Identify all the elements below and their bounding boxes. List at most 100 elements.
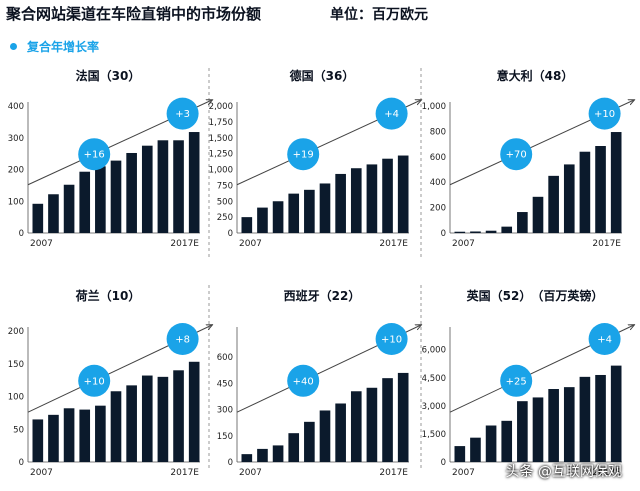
bar <box>272 445 284 462</box>
bar <box>366 164 378 233</box>
chart-title: 法国（30） <box>76 68 141 83</box>
growth-bubble <box>588 97 621 130</box>
y-tick-label: 300 <box>217 406 233 416</box>
bar <box>350 391 362 462</box>
y-tick-label: 0 <box>228 229 233 239</box>
growth-bubble <box>588 323 621 355</box>
y-tick-label: 750 <box>217 181 233 191</box>
growth-bubble <box>500 364 533 397</box>
bar <box>63 184 75 233</box>
bar <box>95 166 106 233</box>
bar <box>532 397 544 462</box>
growth-label: +3 <box>175 109 190 120</box>
y-tick-label: 100 <box>8 197 24 207</box>
y-tick-label: 1,500 <box>422 430 446 440</box>
x-tick-label: 2007 <box>452 468 475 478</box>
chart-title: 西班牙（22） <box>284 288 361 303</box>
growth-label: +4 <box>384 109 399 120</box>
bar <box>288 193 300 233</box>
bar <box>79 171 91 233</box>
y-tick-label: 600 <box>217 353 233 363</box>
x-tick-label: 2017E <box>592 468 621 478</box>
chart-title: 英国（52） （百万英镑） <box>467 288 604 303</box>
chart-title: 意大利（48） <box>497 68 574 83</box>
bar <box>563 387 575 462</box>
bar <box>579 376 591 462</box>
y-tick-label: 600 <box>430 153 446 163</box>
bar <box>548 389 559 462</box>
bar <box>257 207 268 233</box>
x-tick-label: 2007 <box>239 239 262 249</box>
y-tick-label: 0 <box>19 229 24 239</box>
bar <box>532 196 544 233</box>
bar <box>595 374 606 462</box>
bar <box>32 203 44 233</box>
growth-bubble <box>287 364 320 397</box>
bar <box>304 189 315 233</box>
bar <box>485 230 497 233</box>
y-tick-label: 1,000 <box>209 166 233 176</box>
bar <box>304 421 315 462</box>
legend: 复合年增长率 <box>10 38 99 55</box>
y-tick-label: 6,000 <box>422 346 446 356</box>
bar <box>382 158 393 233</box>
bar <box>517 401 528 462</box>
legend-dot-icon <box>10 43 17 50</box>
bar <box>517 212 528 233</box>
growth-bubble <box>375 97 408 130</box>
bar <box>397 155 409 233</box>
y-tick-label: 1,250 <box>209 150 233 160</box>
bar <box>95 405 106 462</box>
y-tick-label: 800 <box>430 127 446 137</box>
bar <box>48 194 59 233</box>
y-tick-label: 2,000 <box>209 102 233 112</box>
bar <box>272 201 284 233</box>
page-title: 聚合网站渠道在车险直销中的市场份额 <box>6 5 262 23</box>
bar <box>610 365 622 462</box>
bar <box>126 152 137 233</box>
y-tick-label: 1,750 <box>209 118 233 128</box>
y-tick-label: 150 <box>217 432 233 442</box>
bar <box>595 146 606 233</box>
watermark: 头条 @互联网保观 <box>505 464 622 480</box>
x-tick-label: 2007 <box>30 239 53 249</box>
bar <box>382 378 393 462</box>
growth-label: +4 <box>597 335 612 346</box>
bar <box>548 175 559 233</box>
y-tick-label: 400 <box>430 178 446 188</box>
bar <box>579 151 591 233</box>
bar <box>366 387 378 462</box>
x-tick-label: 2017E <box>170 239 199 249</box>
y-tick-label: 100 <box>8 393 24 403</box>
growth-label: +10 <box>594 109 615 120</box>
bar <box>173 140 184 233</box>
legend-label: 复合年增长率 <box>27 40 100 54</box>
bar <box>79 409 91 462</box>
y-tick-label: 450 <box>217 379 233 389</box>
growth-label: +10 <box>381 335 402 346</box>
bar <box>501 420 513 462</box>
bar <box>563 164 575 233</box>
growth-label: +16 <box>84 150 105 161</box>
bar <box>173 370 184 462</box>
bar <box>610 132 622 233</box>
y-tick-label: 0 <box>441 229 446 239</box>
bar <box>350 168 362 233</box>
bar <box>335 173 346 233</box>
growth-label: +8 <box>175 335 190 346</box>
bar <box>454 446 466 462</box>
y-tick-label: 4,500 <box>422 374 446 384</box>
x-tick-label: 2007 <box>452 239 475 249</box>
bar <box>319 183 331 233</box>
bar <box>48 414 59 462</box>
growth-bubble <box>287 138 320 171</box>
y-tick-label: 0 <box>228 458 233 468</box>
bar <box>241 217 253 234</box>
growth-bubble <box>78 364 111 397</box>
y-tick-label: 200 <box>8 327 24 337</box>
y-tick-label: 500 <box>217 197 233 207</box>
y-tick-label: 0 <box>19 458 24 468</box>
y-tick-label: 200 <box>8 166 24 176</box>
bar <box>126 385 137 462</box>
y-tick-label: 1,000 <box>422 102 446 112</box>
